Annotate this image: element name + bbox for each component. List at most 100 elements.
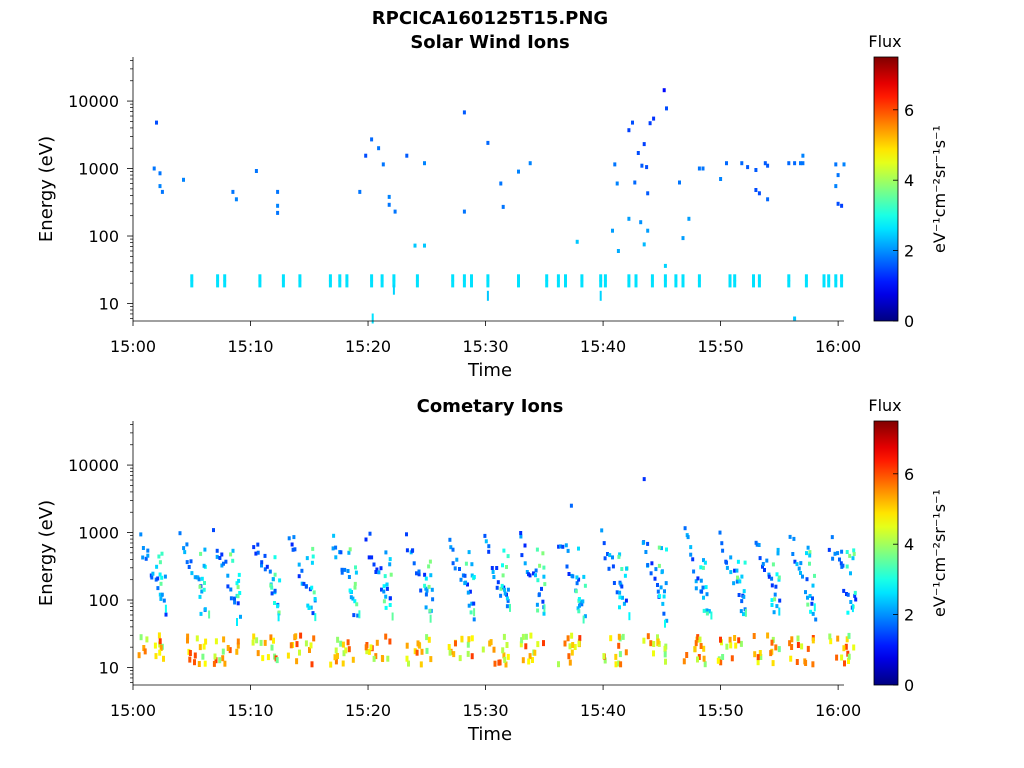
data-cell bbox=[740, 574, 744, 579]
data-cell bbox=[777, 575, 781, 580]
data-cell bbox=[263, 567, 267, 572]
data-cell bbox=[702, 645, 706, 652]
data-cell bbox=[614, 661, 618, 668]
data-cell bbox=[358, 189, 362, 194]
data-cell bbox=[374, 653, 378, 660]
axes: 10 100 1000 10000 15:00 15:10 15:20 15:30 15:40 1… bbox=[68, 57, 861, 356]
data-cell bbox=[351, 596, 355, 601]
data-cell bbox=[503, 656, 507, 663]
data-cell bbox=[758, 650, 762, 656]
chart-title: Cometary Ions bbox=[417, 396, 564, 417]
data-cell bbox=[810, 601, 814, 606]
data-cell bbox=[811, 661, 815, 668]
data-cell bbox=[275, 657, 279, 664]
data-cell bbox=[186, 633, 190, 640]
data-cell bbox=[734, 642, 738, 649]
data-cell bbox=[300, 568, 304, 573]
y-tick-label: 10000 bbox=[68, 456, 119, 475]
data-cell bbox=[160, 592, 164, 597]
data-cell bbox=[558, 544, 562, 549]
data-cell bbox=[737, 593, 741, 597]
data-cell bbox=[757, 191, 761, 196]
x-axis-label: Time bbox=[467, 360, 512, 381]
data-cell bbox=[462, 280, 466, 288]
data-cell bbox=[852, 644, 856, 651]
x-tick-label: 16:00 bbox=[815, 701, 861, 720]
data-cell bbox=[822, 280, 826, 288]
data-cell bbox=[775, 572, 779, 577]
data-cell bbox=[334, 658, 338, 665]
data-cell bbox=[834, 274, 838, 282]
data-cell bbox=[557, 661, 560, 668]
data-cell bbox=[158, 638, 162, 645]
data-cell bbox=[204, 638, 208, 645]
data-cell bbox=[424, 605, 428, 610]
data-cell bbox=[386, 655, 390, 662]
data-cell bbox=[273, 588, 277, 593]
data-cell bbox=[379, 566, 383, 571]
data-cell bbox=[342, 650, 346, 657]
data-cell bbox=[334, 555, 338, 560]
data-cell bbox=[836, 551, 840, 556]
data-cell bbox=[578, 603, 581, 608]
data-cell bbox=[808, 550, 812, 555]
data-cell bbox=[346, 569, 350, 573]
data-cell bbox=[542, 574, 546, 579]
data-cell bbox=[470, 562, 474, 567]
data-cell bbox=[730, 655, 734, 662]
data-cell bbox=[214, 638, 218, 645]
data-cell bbox=[413, 648, 417, 655]
data-cell bbox=[758, 556, 762, 561]
data-cell bbox=[681, 280, 685, 288]
data-cell bbox=[198, 584, 202, 589]
data-cell bbox=[835, 654, 839, 661]
data-cell bbox=[567, 572, 571, 576]
data-cell bbox=[704, 585, 708, 590]
data-cell bbox=[742, 612, 745, 617]
data-cell bbox=[164, 604, 167, 613]
data-cell bbox=[200, 576, 204, 581]
data-cell bbox=[735, 568, 739, 573]
data-cell bbox=[405, 532, 408, 537]
data-cell bbox=[765, 558, 769, 563]
data-cell bbox=[416, 640, 420, 647]
data-cell bbox=[698, 636, 702, 643]
data-cell bbox=[199, 611, 203, 616]
data-cell bbox=[500, 583, 504, 588]
data-cell bbox=[729, 570, 733, 575]
data-cell bbox=[310, 661, 314, 668]
data-cell bbox=[556, 280, 560, 288]
x-tick-label: 15:30 bbox=[463, 337, 509, 356]
data-cell bbox=[472, 601, 476, 606]
data-cell bbox=[797, 566, 801, 571]
data-cell bbox=[756, 654, 760, 661]
data-cell bbox=[339, 640, 343, 647]
data-cell bbox=[214, 657, 218, 664]
data-cell bbox=[757, 274, 761, 282]
data-cell bbox=[289, 642, 293, 649]
data-cell bbox=[188, 656, 192, 663]
data-cell bbox=[348, 588, 352, 593]
data-cell bbox=[467, 603, 471, 608]
data-cell bbox=[822, 274, 826, 282]
data-cell bbox=[388, 557, 392, 562]
data-cell bbox=[851, 556, 855, 561]
data-cell bbox=[231, 189, 235, 194]
data-cell bbox=[237, 578, 241, 583]
data-cell bbox=[808, 561, 811, 566]
data-cell bbox=[791, 552, 795, 556]
data-cell bbox=[696, 656, 699, 663]
data-cell bbox=[451, 280, 455, 288]
data-cell bbox=[571, 642, 575, 648]
data-cell bbox=[467, 636, 471, 643]
data-cell bbox=[602, 541, 606, 546]
colorbar-tick-label: 6 bbox=[904, 101, 914, 120]
data-cell bbox=[685, 652, 689, 658]
data-cell bbox=[582, 574, 586, 579]
data-cell bbox=[742, 594, 746, 599]
data-cell bbox=[710, 611, 713, 620]
data-cell bbox=[752, 274, 755, 282]
data-cell bbox=[796, 642, 800, 648]
data-cell bbox=[583, 614, 587, 619]
data-cell bbox=[156, 576, 160, 581]
